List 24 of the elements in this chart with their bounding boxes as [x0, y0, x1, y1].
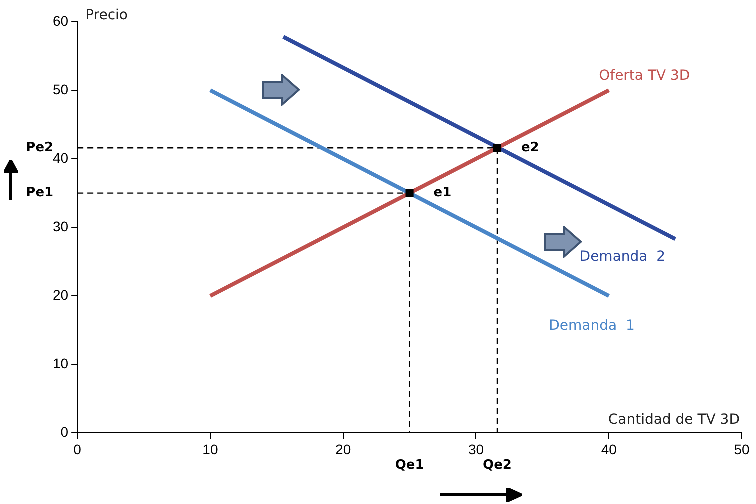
text: Demanda 1: [549, 318, 635, 334]
series-label: Demanda 2: [580, 248, 666, 265]
y-tick-label: 20: [52, 286, 69, 303]
annotation: Qe1: [395, 458, 424, 474]
annotation: Pe1: [26, 186, 54, 201]
y-tick-label: 0: [60, 424, 69, 440]
x-axis-title: Cantidad de TV 3D: [608, 412, 740, 428]
series-label: Oferta TV 3D: [599, 68, 690, 84]
x-tick-label: 10: [202, 441, 218, 458]
annotation: Qe2: [483, 458, 512, 474]
y-tick-label: 10: [52, 356, 69, 372]
annotation: Pe2: [26, 140, 54, 156]
x-tick-label: 20: [336, 441, 352, 458]
x-tick-label: 0: [74, 441, 82, 458]
y-axis-title: Precio: [86, 8, 128, 24]
y-tick-label: 50: [52, 81, 69, 98]
y-tick-label: 30: [52, 218, 69, 234]
x-tick-label: 50: [734, 441, 750, 458]
y-tick-label: 40: [52, 150, 69, 166]
y-tick-label: 60: [52, 12, 69, 29]
x-tick-label: 30: [468, 441, 484, 458]
annotation: e2: [521, 140, 540, 156]
annotation: e1: [434, 186, 452, 201]
x-tick-label: 40: [601, 441, 618, 458]
